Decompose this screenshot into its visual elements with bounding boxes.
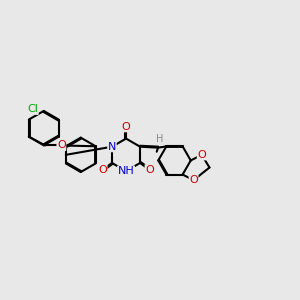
Text: O: O	[57, 140, 66, 151]
Text: O: O	[145, 165, 154, 175]
Text: Cl: Cl	[27, 104, 38, 114]
Text: H: H	[156, 134, 163, 144]
Text: O: O	[189, 175, 198, 185]
Text: O: O	[122, 122, 130, 132]
Text: O: O	[197, 150, 206, 160]
Text: NH: NH	[118, 166, 134, 176]
Text: O: O	[98, 165, 107, 175]
Text: N: N	[108, 142, 116, 152]
